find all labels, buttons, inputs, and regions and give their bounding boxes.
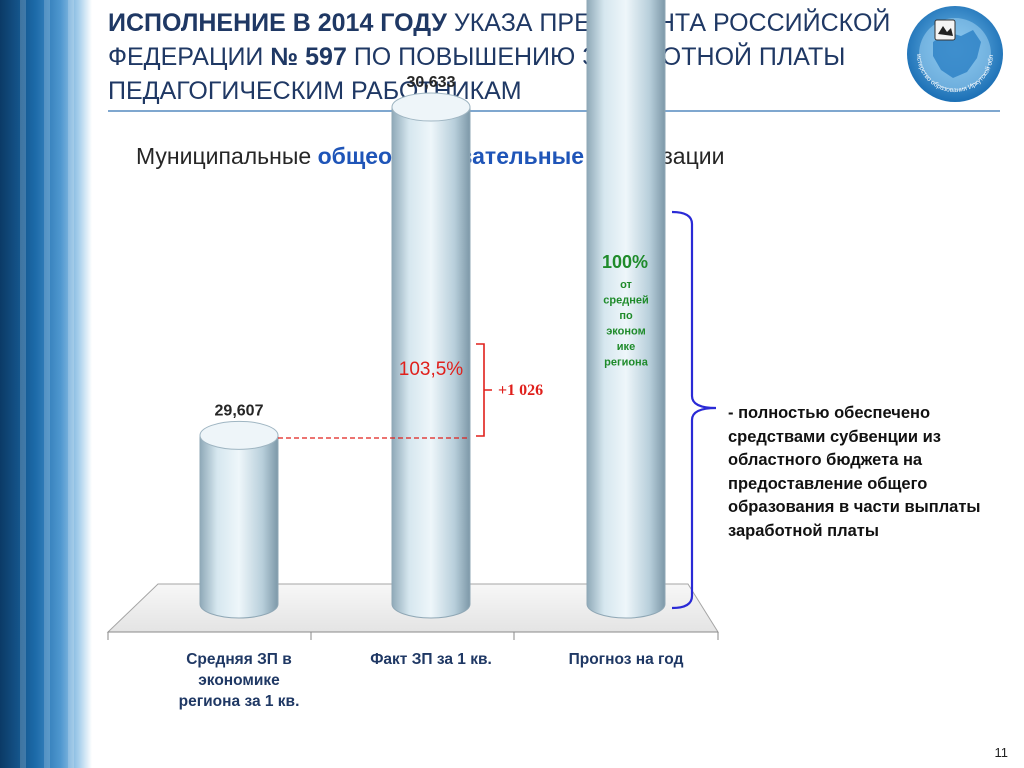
page-number: 11 bbox=[994, 745, 1009, 760]
value-label-1: 29,607 bbox=[215, 402, 264, 419]
forecast-bracket bbox=[671, 210, 717, 610]
bar3-percent-label: 100% bbox=[602, 252, 648, 272]
funding-note: - полностью обеспечено средствами субвен… bbox=[728, 404, 981, 540]
subtitle-part-1: Муниципальные bbox=[136, 143, 318, 169]
category-label-3: Прогноз на год bbox=[569, 651, 684, 668]
bar-3 bbox=[586, 0, 666, 619]
bars-group bbox=[199, 0, 666, 619]
bar-1 bbox=[199, 420, 279, 619]
category-label-2: Факт ЗП за 1 кв. bbox=[370, 651, 492, 668]
side-decoration-band bbox=[0, 0, 92, 768]
bar3-note-lines: от средней по эконом ике региона bbox=[603, 279, 648, 369]
title-part-2: УКАЗА ПРЕЗИДЕНТА РОССИЙСКОЙ ФЕДЕРАЦИИ bbox=[108, 9, 891, 71]
bar-2 bbox=[391, 92, 471, 619]
title-part-3: № 597 bbox=[270, 43, 347, 71]
category-labels: Средняя ЗП в экономике региона за 1 кв. Фак… bbox=[179, 651, 684, 710]
increase-bracket bbox=[476, 343, 492, 437]
category-label-1: Средняя ЗП в экономике региона за 1 кв. bbox=[179, 651, 300, 710]
ministry-logo: Министерство образования Иркутской облас… bbox=[903, 2, 1005, 104]
title-divider bbox=[108, 110, 1000, 112]
bar3-note-text: от средней по эконом ике региона bbox=[603, 279, 648, 369]
value-label-2: 30,633 bbox=[407, 74, 456, 91]
bar2-percent-label: 103,5% bbox=[399, 359, 464, 380]
title-part-1: ИСПОЛНЕНИЕ В 2014 ГОДУ bbox=[108, 9, 447, 37]
increase-value-label: +1 026 bbox=[498, 382, 543, 399]
